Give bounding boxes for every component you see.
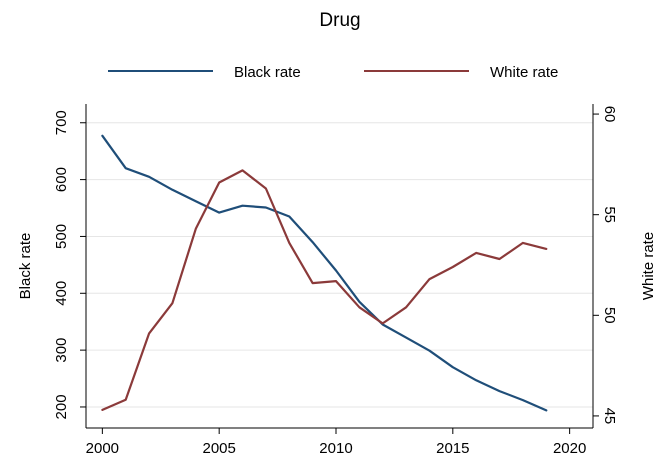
x-axis-ticks: 2000 2005 2010 2015 2020 — [86, 428, 586, 457]
right-axis-label: White rate — [640, 232, 657, 300]
right-axis-ticks: 45 50 55 60 — [593, 106, 618, 425]
left-tick-label-700: 700 — [53, 110, 70, 135]
right-tick-label-50: 50 — [601, 307, 618, 324]
left-tick-label-400: 400 — [53, 281, 70, 306]
left-tick-label-600: 600 — [53, 167, 70, 192]
chart-title: Drug — [319, 10, 360, 31]
legend: Black rate White rate — [108, 64, 558, 81]
x-tick-label-2020: 2020 — [553, 440, 586, 457]
left-axis-label: Black rate — [17, 233, 34, 300]
series-line-white-rate — [101, 169, 548, 411]
right-tick-label-45: 45 — [601, 408, 618, 425]
left-tick-label-500: 500 — [53, 224, 70, 249]
x-tick-label-2010: 2010 — [319, 440, 352, 457]
left-tick-label-300: 300 — [53, 338, 70, 363]
x-tick-label-2015: 2015 — [436, 440, 469, 457]
right-tick-label-55: 55 — [601, 206, 618, 223]
legend-label-white-rate: White rate — [490, 64, 558, 81]
gridlines — [86, 122, 593, 408]
right-tick-label-60: 60 — [601, 106, 618, 123]
series-line-black-rate — [101, 134, 548, 412]
left-tick-label-200: 200 — [53, 394, 70, 419]
left-axis-ticks: 200 300 400 500 600 700 — [53, 110, 86, 419]
x-tick-label-2000: 2000 — [86, 440, 119, 457]
legend-label-black-rate: Black rate — [234, 64, 301, 81]
x-tick-label-2005: 2005 — [202, 440, 235, 457]
series-layer — [101, 134, 548, 412]
